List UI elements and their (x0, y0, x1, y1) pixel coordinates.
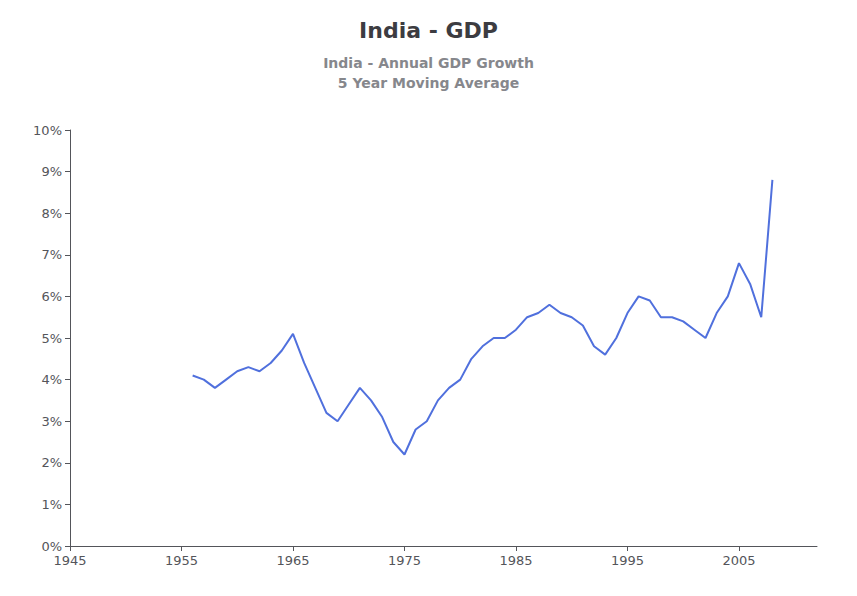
svg-text:1945: 1945 (53, 553, 86, 568)
svg-text:9%: 9% (41, 164, 62, 179)
svg-text:1965: 1965 (276, 553, 309, 568)
svg-text:1%: 1% (41, 497, 62, 512)
svg-text:5%: 5% (41, 331, 62, 346)
svg-text:5 Year Moving Average: 5 Year Moving Average (338, 75, 519, 91)
svg-text:1985: 1985 (499, 553, 532, 568)
svg-text:India - Annual GDP Growth: India - Annual GDP Growth (323, 55, 534, 71)
svg-text:3%: 3% (41, 414, 62, 429)
svg-text:6%: 6% (41, 289, 62, 304)
svg-text:4%: 4% (41, 372, 62, 387)
svg-text:2005: 2005 (722, 553, 755, 568)
svg-text:0%: 0% (41, 539, 62, 554)
svg-text:1975: 1975 (388, 553, 421, 568)
svg-text:10%: 10% (33, 123, 62, 138)
svg-text:1955: 1955 (165, 553, 198, 568)
svg-text:India - GDP: India - GDP (359, 18, 498, 43)
svg-text:8%: 8% (41, 206, 62, 221)
svg-text:1995: 1995 (611, 553, 644, 568)
svg-text:7%: 7% (41, 247, 62, 262)
svg-text:2%: 2% (41, 455, 62, 470)
